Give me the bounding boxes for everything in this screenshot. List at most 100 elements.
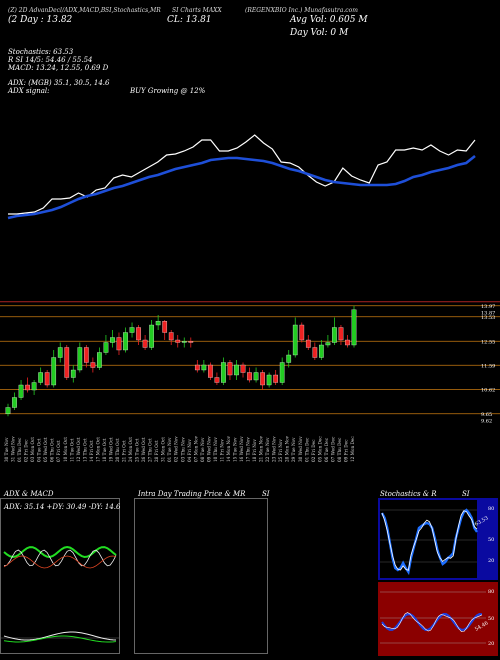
date-label: 20 Thu Oct [115, 438, 120, 462]
candle-body [188, 341, 194, 343]
date-label: 25 Tue Oct [135, 438, 140, 462]
date-label: 31 Wed Nov [11, 436, 16, 462]
date-label: 05 Wed Oct [43, 437, 48, 462]
date-label: 08 Tue Nov [200, 437, 205, 462]
stoch-level-20: 20 [488, 558, 494, 564]
candle [332, 317, 337, 345]
date-label: 06 Thu Oct [50, 438, 55, 462]
adx-panel-frame [0, 498, 120, 654]
date-label: 07 Fri Oct [56, 440, 61, 462]
date-label: 28 Mon Nov [285, 435, 290, 462]
day-volume-label: Day Vol: 0 M [290, 28, 349, 38]
date-label: 23 Wed Nov [272, 436, 277, 462]
date-label: 04 Fri Nov [187, 439, 192, 462]
candle-body [129, 327, 135, 333]
rsi-lines [380, 591, 486, 644]
candle [70, 365, 76, 383]
candle [5, 403, 11, 417]
stochastics-lines [380, 508, 479, 576]
candle [25, 377, 30, 393]
candle [57, 342, 63, 363]
date-label: 10 Mon Oct [63, 437, 68, 462]
candle [260, 370, 265, 390]
candle [64, 345, 70, 380]
ema-line-chart [7, 134, 476, 220]
candle [129, 322, 135, 338]
candle [142, 335, 148, 350]
candle-body [155, 321, 161, 326]
date-label: 01 Tue Nov [167, 437, 172, 462]
candle [90, 357, 96, 373]
macd-line [3, 631, 117, 641]
candle [38, 367, 43, 385]
date-axis: 30 Tue Nov 31 Wed Nov 01 Thu Dec 02 Fri Dec… [4, 435, 355, 462]
stoch-plot-bg [380, 500, 477, 578]
adx-macd-panel: ADX: 35.14 +DY: 30.49 -DY: 14.63 [0, 498, 120, 654]
candle-body [266, 374, 272, 386]
candle-body [208, 364, 213, 378]
adx-panel-value: ADX: 35.14 +DY: 30.49 -DY: 14.63 [3, 503, 120, 511]
candle-body [25, 384, 30, 391]
date-label: 14 Mon Nov [226, 435, 231, 462]
price-range-label: (2 Day : 13.82 [8, 15, 73, 25]
date-label: 08 Thu Dec [337, 437, 342, 462]
date-label: 01 Thu Dec [304, 437, 309, 462]
candle [214, 372, 220, 385]
candle [292, 317, 298, 358]
candle [325, 335, 331, 348]
header-study-label-3: SI Charts MAXX [172, 7, 222, 14]
candle [305, 335, 311, 350]
macd-lines [0, 631, 120, 643]
candle-body [44, 372, 50, 386]
candle-body [194, 364, 200, 371]
rsi-signal-line [381, 612, 483, 633]
adx-signal-label: ADX signal: [8, 87, 50, 95]
candle-body [175, 339, 181, 343]
header-study-label: (Z) 2D AdvanDecl/ADX,MACD,B [8, 7, 106, 14]
candle [31, 380, 37, 395]
candle-body [221, 362, 226, 383]
candle [123, 327, 128, 353]
candle [227, 360, 233, 380]
rsi-level-80: 80 [488, 589, 494, 595]
adx-signal-value: BUY Growing @ 12% [130, 87, 206, 95]
date-label: 09 Fri Dec [343, 439, 348, 462]
adx-lines [3, 545, 117, 569]
rsi-readout: R SI 14/5: 54.46 / 55.54 [8, 56, 93, 64]
price-level-label: 9.65 [481, 412, 492, 418]
candle-body [240, 364, 246, 373]
candle-body [149, 324, 154, 348]
adx-main-line [3, 549, 117, 567]
candle-body [136, 327, 141, 341]
candle [208, 362, 213, 380]
candle [338, 325, 344, 345]
candle-body [83, 347, 89, 363]
adx-readout: ADX: (MGB) 35.1, 30.5, 14.6 [8, 79, 110, 87]
candle-body [345, 339, 350, 346]
date-label: 30 Wed Nov [298, 436, 303, 462]
candle [162, 320, 168, 340]
date-label: 13 Thu Oct [82, 438, 87, 462]
candle-body [286, 354, 292, 363]
candle-body [305, 339, 311, 348]
candle [149, 320, 154, 350]
candle [110, 330, 115, 348]
date-label: 07 Wed Dec [330, 436, 335, 462]
candle-body [57, 347, 63, 358]
candle-body [110, 337, 115, 343]
candle-body [70, 369, 76, 378]
date-label: 17 Thu Nov [246, 437, 251, 462]
candle-body [253, 372, 259, 381]
date-label: 19 Wed Oct [108, 437, 113, 462]
candle [273, 370, 279, 385]
date-label: 24 Mon Oct [128, 437, 133, 462]
date-label: 04 Tue Oct [37, 438, 42, 462]
stoch-k-line [381, 510, 478, 571]
candle [181, 337, 187, 348]
candle-body [325, 342, 331, 346]
candle-body [227, 362, 233, 376]
stoch-level-50: 50 [488, 537, 494, 543]
candle-body [201, 364, 207, 371]
